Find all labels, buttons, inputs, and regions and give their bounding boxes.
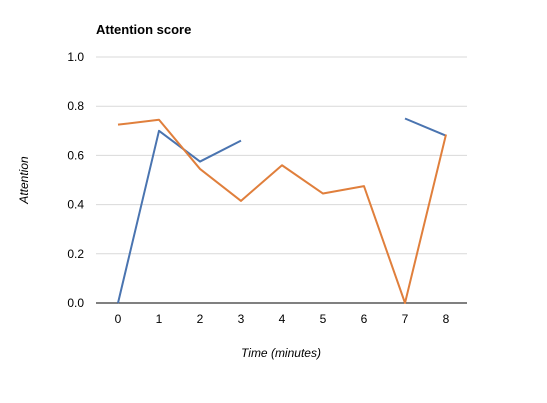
- series-2-line: [117, 118, 447, 304]
- x-tick-label: 2: [197, 312, 204, 326]
- y-tick-label: 0.2: [67, 247, 84, 261]
- chart-title: Attention score: [96, 22, 191, 37]
- x-tick-label: 6: [361, 312, 368, 326]
- series-1-line: [404, 117, 447, 137]
- y-axis-label: Attention: [17, 156, 31, 205]
- y-tick-label: 0.4: [67, 198, 84, 212]
- y-tick-label: 1.0: [67, 50, 84, 64]
- y-tick-label: 0.6: [67, 148, 84, 162]
- x-tick-label: 0: [115, 312, 122, 326]
- x-tick-label: 1: [156, 312, 163, 326]
- y-tick-label: 0.8: [67, 99, 84, 113]
- y-tick-label: 0.0: [67, 296, 84, 310]
- x-tick-label: 5: [320, 312, 327, 326]
- series-lines: [117, 117, 447, 304]
- x-tick-label: 8: [443, 312, 450, 326]
- x-tick-label: 7: [402, 312, 409, 326]
- x-tick-label: 3: [238, 312, 245, 326]
- y-axis-ticks: 0.0 0.2 0.4 0.6 0.8 1.0: [67, 50, 84, 310]
- grid: [96, 56, 467, 304]
- series-1-line: [117, 129, 242, 304]
- x-tick-label: 4: [279, 312, 286, 326]
- x-axis-ticks: 0 1 2 3 4 5 6 7 8: [115, 312, 450, 326]
- x-axis-label: Time (minutes): [241, 346, 321, 360]
